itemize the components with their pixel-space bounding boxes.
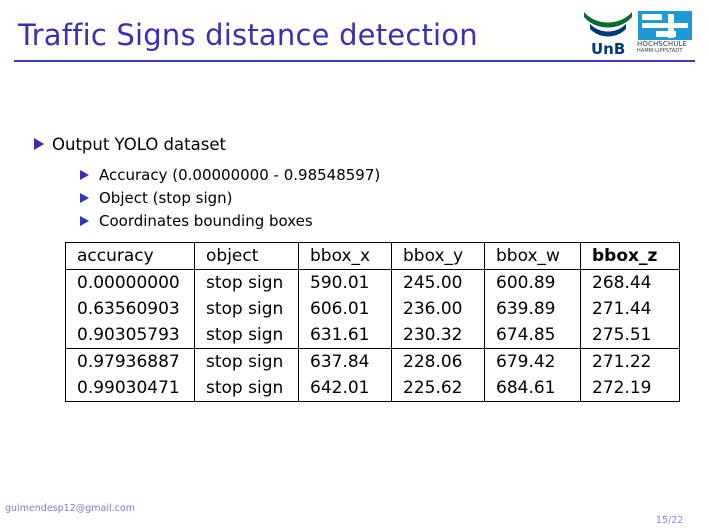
column-header: bbox_z — [580, 242, 680, 270]
table-cell: stop sign — [194, 348, 299, 375]
hshl-line1: HOCHSCHULE — [637, 40, 687, 48]
table-cell: 275.51 — [580, 322, 680, 349]
table-cell: 674.85 — [484, 322, 581, 349]
slide-title: Traffic Signs distance detection — [18, 18, 478, 52]
table-cell: 0.99030471 — [65, 375, 195, 402]
table-header-row: accuracy object bbox_x bbox_y bbox_w bbo… — [65, 242, 680, 270]
column-header: bbox_x — [298, 242, 392, 270]
bullet-main-text: Output YOLO dataset — [52, 135, 226, 154]
bullet-triangle-icon — [34, 138, 44, 150]
table-cell: stop sign — [194, 269, 299, 296]
sub-bullet: Accuracy (0.00000000 - 0.98548597) — [80, 166, 380, 184]
table-cell: stop sign — [194, 322, 299, 349]
table-cell: 0.97936887 — [65, 348, 195, 375]
column-header: object — [194, 242, 299, 270]
bullet-triangle-icon — [80, 170, 89, 180]
hshl-logo — [638, 11, 692, 40]
page-number: 15/22 — [656, 515, 684, 526]
table-cell: stop sign — [194, 296, 299, 322]
table-cell: 230.32 — [391, 322, 485, 349]
table-row: 0.63560903 stop sign 606.01 236.00 639.8… — [65, 296, 680, 322]
column-header: accuracy — [65, 242, 195, 270]
yolo-output-table: accuracy object bbox_x bbox_y bbox_w bbo… — [65, 242, 680, 402]
bullet-triangle-icon — [80, 193, 89, 203]
table-row: 0.00000000 stop sign 590.01 245.00 600.8… — [65, 269, 680, 296]
table-cell: 225.62 — [391, 375, 485, 402]
sub-bullet: Object (stop sign) — [80, 189, 233, 207]
sub-bullet-text: Coordinates bounding boxes — [99, 212, 313, 230]
bullet-main: Output YOLO dataset — [34, 135, 226, 154]
title-divider — [14, 60, 695, 62]
table-row: 0.97936887 stop sign 637.84 228.06 679.4… — [65, 348, 680, 375]
table-cell: 271.22 — [580, 348, 680, 375]
table-cell: 228.06 — [391, 348, 485, 375]
table-row: 0.90305793 stop sign 631.61 230.32 674.8… — [65, 322, 680, 349]
table-cell: 631.61 — [298, 322, 392, 349]
table-cell: 600.89 — [484, 269, 581, 296]
table-cell: 0.00000000 — [65, 269, 195, 296]
sub-bullet-text: Object (stop sign) — [99, 189, 233, 207]
column-header: bbox_w — [484, 242, 581, 270]
table-cell: 272.19 — [580, 375, 680, 402]
sub-bullet: Coordinates bounding boxes — [80, 212, 313, 230]
footer-email: guimendesp12@gmail.com — [5, 503, 135, 514]
table-cell: 268.44 — [580, 269, 680, 296]
table-cell: 679.42 — [484, 348, 581, 375]
table-cell: 271.44 — [580, 296, 680, 322]
unb-logo — [584, 12, 632, 37]
hshl-logo-text: HOCHSCHULE HAMM-LIPPSTADT — [637, 41, 687, 55]
table-cell: 684.61 — [484, 375, 581, 402]
table-cell: 236.00 — [391, 296, 485, 322]
table-cell: 0.90305793 — [65, 322, 195, 349]
table-row: 0.99030471 stop sign 642.01 225.62 684.6… — [65, 375, 680, 402]
table-cell: 637.84 — [298, 348, 392, 375]
unb-logo-text: UnB — [591, 40, 626, 58]
bullet-triangle-icon — [80, 216, 89, 226]
table-cell: 642.01 — [298, 375, 392, 402]
column-header: bbox_y — [391, 242, 485, 270]
hshl-line2: HAMM-LIPPSTADT — [637, 48, 683, 54]
table-cell: 590.01 — [298, 269, 392, 296]
sub-bullet-text: Accuracy (0.00000000 - 0.98548597) — [99, 166, 381, 184]
table-cell: 639.89 — [484, 296, 581, 322]
table-cell: 0.63560903 — [65, 296, 195, 322]
table-cell: stop sign — [194, 375, 299, 402]
table-cell: 245.00 — [391, 269, 485, 296]
table-cell: 606.01 — [298, 296, 392, 322]
